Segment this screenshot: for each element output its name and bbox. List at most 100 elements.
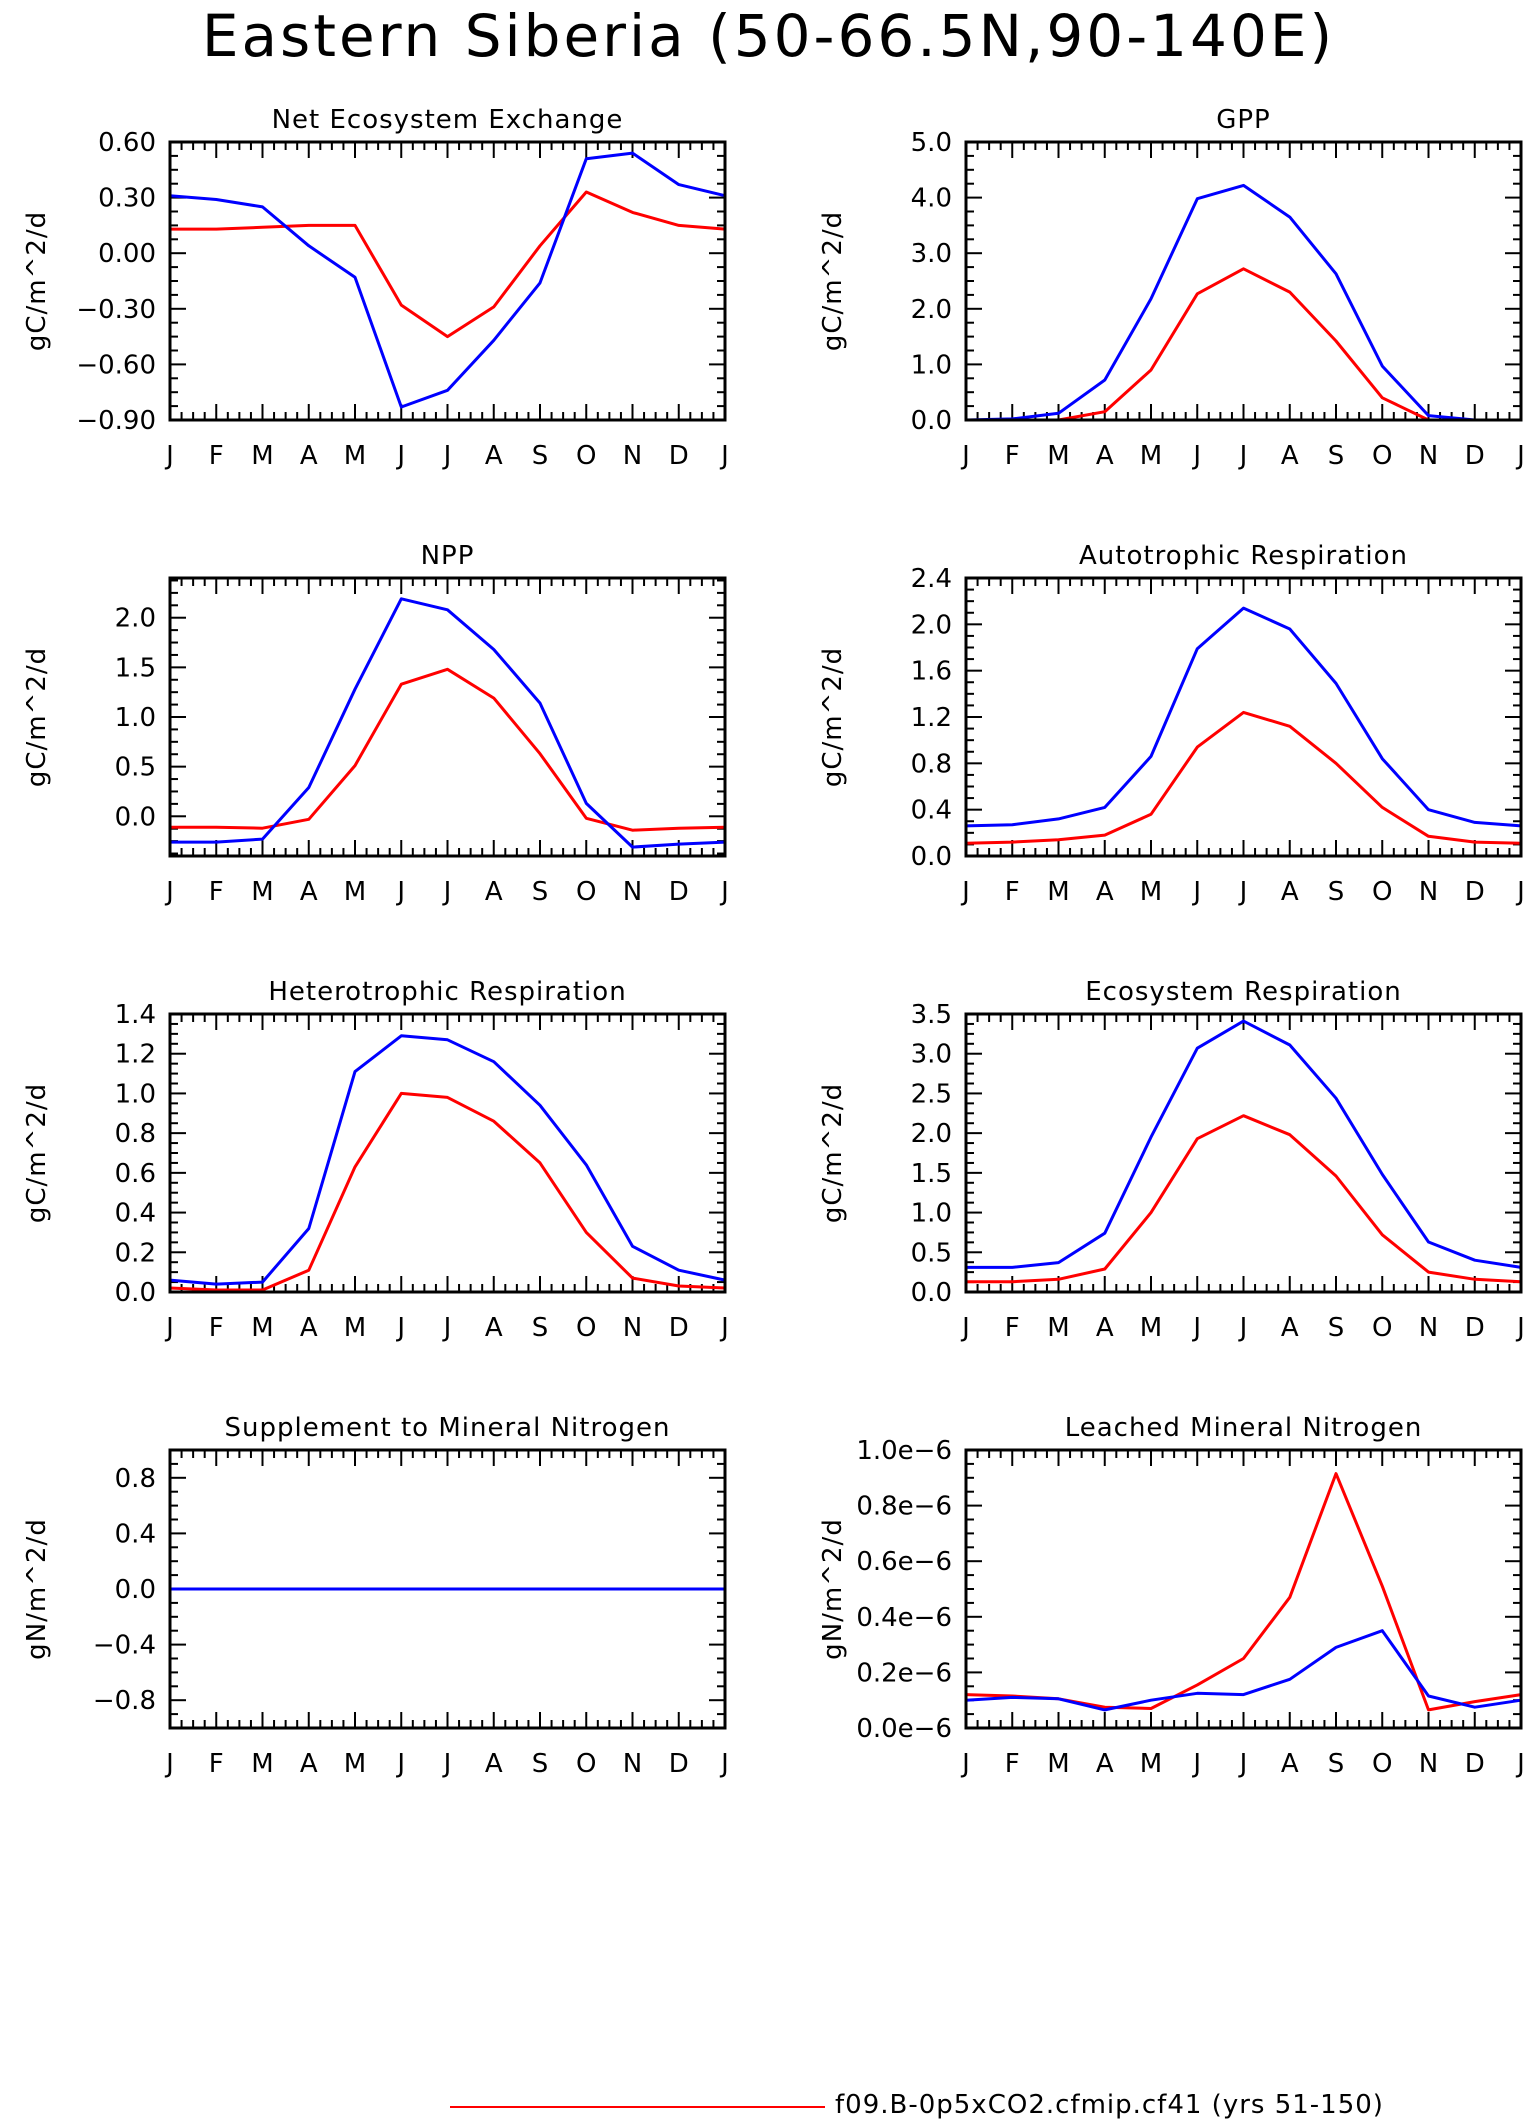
x-tick-label: A <box>300 877 318 907</box>
x-tick-label: D <box>1465 877 1485 907</box>
y-tick-label: 0.2 <box>115 1238 156 1268</box>
y-axis-label: gC/m^2/d <box>22 1083 52 1223</box>
x-tick-label: M <box>1047 877 1069 907</box>
chart-title: NPP <box>421 541 475 571</box>
series-line <box>966 1019 1522 1269</box>
y-tick-label: 0.8 <box>911 749 952 779</box>
x-tick-label: J <box>960 1749 970 1779</box>
x-tick-label: J <box>719 1749 729 1779</box>
plot-frame <box>964 1012 1523 1294</box>
x-tick-label: S <box>1328 877 1345 907</box>
x-tick-label: S <box>532 1749 549 1779</box>
x-tick-label: A <box>300 441 318 471</box>
series-line <box>966 267 1521 422</box>
x-tick-label: J <box>1515 877 1525 907</box>
x-tick-label: J <box>1238 877 1248 907</box>
plot-frame <box>964 1448 1523 1730</box>
x-tick-label: M <box>1047 1313 1069 1343</box>
x-tick-label: J <box>1515 441 1525 471</box>
y-tick-label: −0.90 <box>76 406 156 436</box>
chart-title: Supplement to Mineral Nitrogen <box>225 1413 671 1443</box>
x-tick-label: M <box>251 1749 273 1779</box>
x-tick-label: A <box>1096 877 1114 907</box>
x-tick-label: M <box>251 877 273 907</box>
y-axis-label: gN/m^2/d <box>818 1518 848 1660</box>
x-tick-label: J <box>960 877 970 907</box>
y-tick-label: 1.2 <box>911 703 952 733</box>
x-tick-label: S <box>532 1313 549 1343</box>
y-tick-label: 0.8 <box>115 1119 156 1149</box>
x-tick-label: S <box>1328 441 1345 471</box>
x-tick-label: J <box>960 441 970 471</box>
x-tick-label: J <box>442 441 452 471</box>
plot-frame <box>964 140 1523 422</box>
y-tick-label: 1.0 <box>115 703 156 733</box>
y-tick-label: 0.4 <box>115 1199 156 1229</box>
y-tick-label: 0.30 <box>98 184 156 214</box>
x-tick-label: O <box>1372 1313 1392 1343</box>
x-tick-label: J <box>395 1749 405 1779</box>
y-axis-label: gN/m^2/d <box>22 1518 52 1660</box>
x-tick-label: D <box>669 1749 689 1779</box>
x-tick-label: A <box>1281 441 1299 471</box>
legend-swatch <box>450 2106 825 2108</box>
x-tick-label: J <box>719 1313 729 1343</box>
x-tick-label: A <box>1281 1313 1299 1343</box>
y-tick-label: 0.5 <box>911 1238 952 1268</box>
x-tick-label: J <box>1191 441 1201 471</box>
y-tick-label: 1.2 <box>115 1040 156 1070</box>
y-tick-label: 5.0 <box>911 128 952 158</box>
chart-title: Heterotrophic Respiration <box>268 977 626 1007</box>
y-axis-label: gC/m^2/d <box>818 647 848 787</box>
y-tick-label: 1.0e−6 <box>856 1436 952 1466</box>
x-tick-label: N <box>623 877 642 907</box>
y-tick-label: 0.5 <box>115 753 156 783</box>
y-tick-label: 0.0 <box>911 406 952 436</box>
series-line <box>169 1034 726 1286</box>
x-tick-label: O <box>1372 877 1392 907</box>
x-tick-label: J <box>395 877 405 907</box>
x-tick-label: M <box>1047 441 1069 471</box>
x-tick-label: O <box>576 441 596 471</box>
x-tick-label: J <box>1191 1313 1201 1343</box>
x-tick-label: D <box>669 441 689 471</box>
y-tick-label: 0.0 <box>115 802 156 832</box>
x-tick-label: F <box>209 1749 224 1779</box>
y-tick-label: −0.60 <box>76 350 156 380</box>
y-tick-label: 0.0 <box>115 1278 156 1308</box>
x-tick-label: D <box>1465 441 1485 471</box>
y-tick-label: 0.8 <box>115 1464 156 1494</box>
x-tick-label: S <box>1328 1313 1345 1343</box>
x-tick-label: J <box>395 441 405 471</box>
x-tick-label: D <box>669 877 689 907</box>
x-tick-label: A <box>300 1313 318 1343</box>
x-tick-label: J <box>1238 441 1248 471</box>
chart-title: Leached Mineral Nitrogen <box>1065 1413 1423 1443</box>
y-tick-label: 2.4 <box>911 564 952 594</box>
x-tick-label: J <box>719 877 729 907</box>
x-tick-label: A <box>485 1749 503 1779</box>
x-tick-label: D <box>1465 1313 1485 1343</box>
x-tick-label: J <box>164 441 174 471</box>
x-tick-label: M <box>344 877 366 907</box>
x-tick-label: F <box>1005 1313 1020 1343</box>
x-tick-label: O <box>576 877 596 907</box>
x-tick-label: A <box>1096 1749 1114 1779</box>
x-tick-label: M <box>344 1313 366 1343</box>
y-tick-label: 0.4e−6 <box>856 1603 952 1633</box>
x-tick-label: A <box>1281 1749 1299 1779</box>
x-tick-label: F <box>209 1313 224 1343</box>
y-tick-label: 2.0 <box>911 1119 952 1149</box>
y-axis-label: gC/m^2/d <box>22 211 52 351</box>
y-tick-label: 1.4 <box>115 1000 156 1030</box>
y-tick-label: −0.4 <box>93 1631 156 1661</box>
y-tick-label: 1.0 <box>911 350 952 380</box>
y-tick-label: 0.6e−6 <box>856 1547 952 1577</box>
chart-title: GPP <box>1216 105 1271 135</box>
y-tick-label: 3.5 <box>911 1000 952 1030</box>
x-tick-label: A <box>1096 1313 1114 1343</box>
y-tick-label: 3.0 <box>911 1040 952 1070</box>
